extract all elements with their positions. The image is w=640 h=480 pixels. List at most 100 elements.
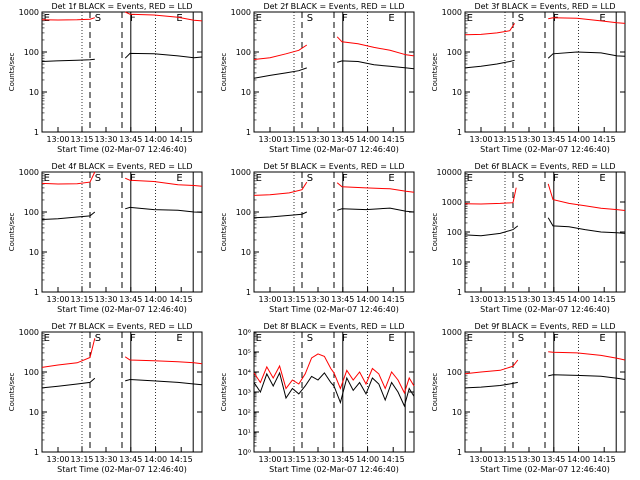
y-tick-label: 10 xyxy=(452,88,462,97)
x-tick-label: 13:00 xyxy=(258,135,281,144)
segment-label: E xyxy=(388,13,394,24)
events-series-line xyxy=(337,207,415,213)
x-tick-label: 13:45 xyxy=(119,135,142,144)
x-axis-label: Start Time (02-Mar-07 12:46:40) xyxy=(57,465,187,474)
events-series-line xyxy=(548,374,626,380)
segment-label: E xyxy=(176,333,182,344)
panel-title: Det 4f BLACK = Events, RED = LLD xyxy=(51,162,192,171)
x-tick-label: 13:00 xyxy=(469,455,492,464)
x-tick-label: 13:00 xyxy=(258,295,281,304)
segment-label: S xyxy=(307,13,313,24)
y-tick-label: 100 xyxy=(447,48,462,57)
x-tick-label: 13:15 xyxy=(493,295,516,304)
y-tick-label: 1000 xyxy=(19,8,39,17)
segment-label: E xyxy=(44,173,50,184)
segment-label: S xyxy=(518,173,524,184)
events-series-line xyxy=(124,52,203,59)
x-tick-label: 14:00 xyxy=(144,135,167,144)
lld-series-line xyxy=(124,11,203,22)
lld-series-line xyxy=(464,187,517,205)
lld-series-line xyxy=(253,44,308,60)
segment-label: S xyxy=(518,333,524,344)
y-axis-label: Counts/sec xyxy=(220,53,228,92)
segment-label: E xyxy=(44,333,50,344)
segment-label: E xyxy=(176,173,182,184)
y-axis-label: Counts/sec xyxy=(220,213,228,252)
y-tick-label: 100 xyxy=(24,48,39,57)
x-tick-label: 13:00 xyxy=(469,135,492,144)
segment-label: S xyxy=(518,13,524,24)
y-tick-label: 10⁰ xyxy=(238,448,251,457)
segment-label: E xyxy=(256,13,262,24)
x-tick-label: 13:15 xyxy=(493,135,516,144)
lld-series-line xyxy=(464,23,516,36)
x-axis-label: Start Time (02-Mar-07 12:46:40) xyxy=(57,145,187,154)
segment-label: S xyxy=(95,173,101,184)
x-tick-label: 14:15 xyxy=(382,295,405,304)
y-tick-label: 10000 xyxy=(437,168,462,177)
y-tick-label: 1 xyxy=(457,448,462,457)
x-tick-label: 14:15 xyxy=(382,455,405,464)
x-tick-label: 13:30 xyxy=(94,295,117,304)
y-tick-label: 100 xyxy=(24,368,39,377)
y-tick-label: 10¹ xyxy=(238,428,251,437)
segment-label: F xyxy=(130,333,136,344)
segment-label: E xyxy=(599,333,605,344)
x-tick-label: 14:15 xyxy=(593,455,616,464)
y-axis-label: Counts/sec xyxy=(431,213,439,252)
lld-series-line xyxy=(464,359,519,375)
x-tick-label: 14:00 xyxy=(356,455,379,464)
segment-label: F xyxy=(130,173,136,184)
segment-label: S xyxy=(307,333,313,344)
x-tick-label: 13:15 xyxy=(282,295,305,304)
events-series-line xyxy=(464,381,518,389)
x-axis-label: Start Time (02-Mar-07 12:46:40) xyxy=(269,465,399,474)
y-tick-label: 100 xyxy=(24,208,39,217)
x-tick-label: 13:00 xyxy=(46,455,69,464)
events-series-line xyxy=(253,67,307,79)
events-series-line xyxy=(547,217,626,234)
x-tick-label: 13:45 xyxy=(542,295,565,304)
segment-label: F xyxy=(553,13,559,24)
y-tick-label: 10 xyxy=(452,408,462,417)
lld-series-line xyxy=(548,351,626,361)
panel-title: Det 6f BLACK = Events, RED = LLD xyxy=(474,162,615,171)
segment-label: S xyxy=(95,333,101,344)
y-tick-label: 10 xyxy=(29,408,39,417)
x-tick-label: 13:45 xyxy=(331,135,354,144)
panel-title: Det 1f BLACK = Events, RED = LLD xyxy=(51,2,192,11)
x-tick-label: 13:00 xyxy=(469,295,492,304)
x-tick-label: 14:00 xyxy=(567,295,590,304)
x-tick-label: 13:00 xyxy=(258,455,281,464)
x-tick-label: 13:30 xyxy=(94,135,117,144)
lld-series-line xyxy=(41,17,95,21)
x-axis-label: Start Time (02-Mar-07 12:46:40) xyxy=(269,145,399,154)
segment-label: F xyxy=(130,13,136,24)
lld-series-line xyxy=(124,177,203,187)
x-tick-label: 13:15 xyxy=(70,295,93,304)
segment-label: E xyxy=(599,13,605,24)
y-tick-label: 100 xyxy=(447,228,462,237)
x-tick-label: 13:45 xyxy=(542,135,565,144)
x-tick-label: 13:30 xyxy=(306,295,329,304)
y-tick-label: 10⁴ xyxy=(238,368,251,377)
y-tick-label: 100 xyxy=(236,208,251,217)
segment-label: F xyxy=(553,173,559,184)
panel-title: Det 3f BLACK = Events, RED = LLD xyxy=(474,2,615,11)
x-tick-label: 14:00 xyxy=(144,295,167,304)
segment-label: E xyxy=(467,333,473,344)
x-tick-label: 13:30 xyxy=(306,135,329,144)
y-tick-label: 1000 xyxy=(442,198,462,207)
x-tick-label: 14:15 xyxy=(170,295,193,304)
lld-series-line xyxy=(548,17,626,24)
events-series-line xyxy=(125,206,203,213)
y-tick-label: 100 xyxy=(447,368,462,377)
segment-label: E xyxy=(599,173,605,184)
events-series-line xyxy=(253,211,308,219)
